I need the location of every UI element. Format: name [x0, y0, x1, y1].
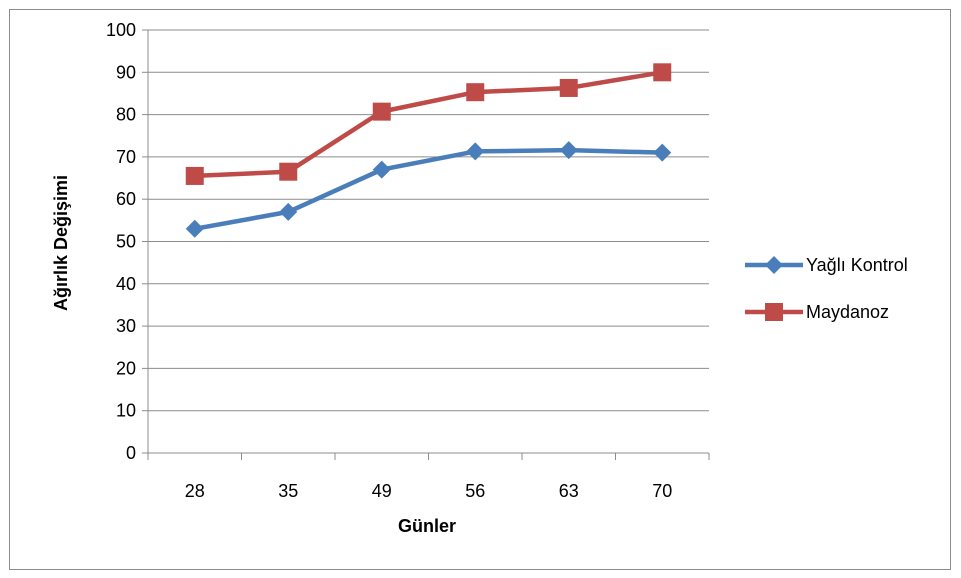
y-tick-label: 60	[116, 189, 136, 209]
legend-marker	[765, 256, 783, 274]
y-tick-label: 0	[126, 443, 136, 463]
y-tick-label: 70	[116, 147, 136, 167]
y-tick-label: 90	[116, 62, 136, 82]
chart-frame	[9, 9, 951, 570]
legend-item: Maydanoz	[745, 302, 889, 322]
y-tick-label: 40	[116, 274, 136, 294]
data-point	[559, 141, 578, 160]
legend-item: Yağlı Kontrol	[745, 255, 908, 275]
y-axis-ticks: 0 10 20 30 40 50 60 70 80 90 100	[106, 20, 148, 463]
y-tick-label: 30	[116, 316, 136, 336]
y-axis-title: Ağırlık Değişimi	[51, 175, 71, 311]
data-point	[372, 102, 391, 121]
gridlines	[148, 29, 709, 412]
x-tick-label: 35	[278, 481, 298, 501]
x-tick-label: 63	[559, 481, 579, 501]
data-point	[372, 160, 391, 179]
data-point	[185, 166, 204, 185]
legend-marker	[765, 303, 783, 321]
y-tick-label: 10	[116, 401, 136, 421]
x-axis-title: Günler	[398, 516, 456, 536]
series-line	[192, 147, 665, 232]
data-point	[279, 162, 298, 181]
data-point	[653, 143, 672, 162]
legend-label: Yağlı Kontrol	[806, 255, 908, 275]
series-2	[185, 63, 672, 185]
legend: Yağlı Kontrol Maydanoz	[745, 255, 908, 322]
series-line	[192, 70, 665, 179]
x-tick-label: 49	[372, 481, 392, 501]
x-tick-label: 28	[185, 481, 205, 501]
series-1	[185, 141, 672, 238]
x-tick-label: 70	[652, 481, 672, 501]
x-tick-label: 56	[465, 481, 485, 501]
y-tick-label: 20	[116, 358, 136, 378]
y-tick-label: 100	[106, 20, 136, 40]
data-point	[559, 78, 578, 97]
data-point	[185, 219, 204, 238]
y-tick-label: 80	[116, 105, 136, 125]
data-point	[279, 202, 298, 221]
y-tick-label: 50	[116, 232, 136, 252]
data-point	[653, 63, 672, 82]
x-axis-ticks: 28 35 49 56 63 70	[147, 453, 710, 501]
data-point	[466, 142, 485, 161]
series	[185, 63, 672, 238]
data-point	[466, 83, 485, 102]
legend-label: Maydanoz	[806, 302, 889, 322]
